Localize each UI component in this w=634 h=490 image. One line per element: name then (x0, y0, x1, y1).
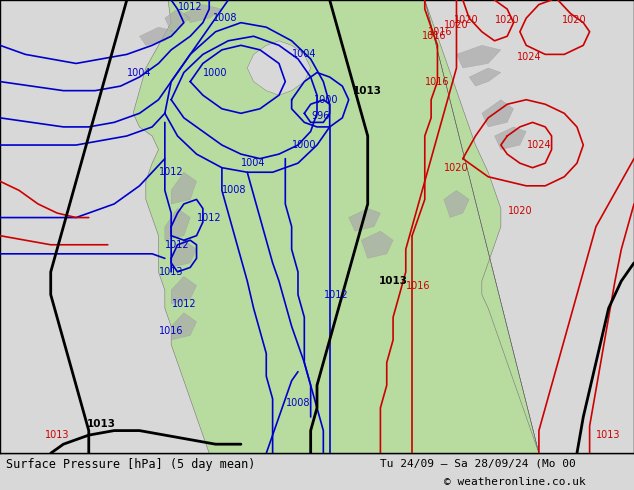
Text: 1013: 1013 (378, 276, 408, 286)
Polygon shape (171, 172, 197, 204)
Text: 1012: 1012 (165, 240, 190, 250)
Polygon shape (495, 127, 526, 149)
Text: 1020: 1020 (508, 206, 532, 216)
Text: 1016: 1016 (159, 326, 183, 336)
Text: 1013: 1013 (45, 430, 69, 440)
Text: 1020: 1020 (495, 15, 519, 25)
Text: 996: 996 (311, 111, 329, 121)
Text: 1013: 1013 (159, 267, 183, 277)
Polygon shape (482, 99, 514, 127)
Polygon shape (133, 0, 539, 453)
Text: 1004: 1004 (127, 68, 152, 77)
Text: 1008: 1008 (213, 13, 237, 23)
Text: 1008: 1008 (286, 398, 310, 408)
Text: 1012: 1012 (324, 290, 348, 299)
Text: 1016: 1016 (422, 31, 446, 41)
Text: 1000: 1000 (204, 68, 228, 77)
Text: 1013: 1013 (87, 419, 116, 429)
Text: 1016: 1016 (425, 76, 450, 87)
Polygon shape (456, 46, 501, 68)
Text: 1000: 1000 (314, 95, 339, 105)
Text: 1012: 1012 (178, 2, 202, 12)
Text: Tu 24/09 – Sa 28/09/24 (Mo 00: Tu 24/09 – Sa 28/09/24 (Mo 00 (380, 459, 576, 468)
Text: 1024: 1024 (527, 140, 551, 150)
Polygon shape (171, 276, 197, 304)
Polygon shape (165, 209, 190, 240)
Text: 1016: 1016 (429, 27, 453, 37)
Text: 1012: 1012 (172, 299, 196, 309)
Text: 1020: 1020 (562, 15, 586, 25)
Text: 1013: 1013 (353, 86, 382, 96)
Text: 1020: 1020 (454, 15, 478, 25)
Polygon shape (171, 313, 197, 340)
Text: © weatheronline.co.uk: © weatheronline.co.uk (444, 477, 586, 487)
Text: 1024: 1024 (517, 51, 541, 62)
Text: 1004: 1004 (242, 158, 266, 168)
Text: 1012: 1012 (197, 213, 221, 222)
Polygon shape (184, 4, 222, 23)
Polygon shape (469, 68, 501, 86)
Polygon shape (171, 240, 197, 268)
Text: 1020: 1020 (444, 163, 469, 172)
Text: 1013: 1013 (597, 430, 621, 440)
Text: 1000: 1000 (292, 140, 316, 150)
Polygon shape (247, 41, 311, 95)
Text: 1004: 1004 (292, 49, 316, 59)
Polygon shape (165, 9, 190, 32)
Polygon shape (139, 27, 178, 46)
Polygon shape (349, 209, 380, 231)
Polygon shape (444, 191, 469, 218)
Text: 1016: 1016 (406, 281, 430, 291)
Text: 1008: 1008 (223, 185, 247, 196)
Text: 1012: 1012 (159, 167, 183, 177)
Polygon shape (361, 231, 393, 258)
Text: 1020: 1020 (444, 20, 469, 30)
Text: Surface Pressure [hPa] (5 day mean): Surface Pressure [hPa] (5 day mean) (6, 458, 256, 471)
